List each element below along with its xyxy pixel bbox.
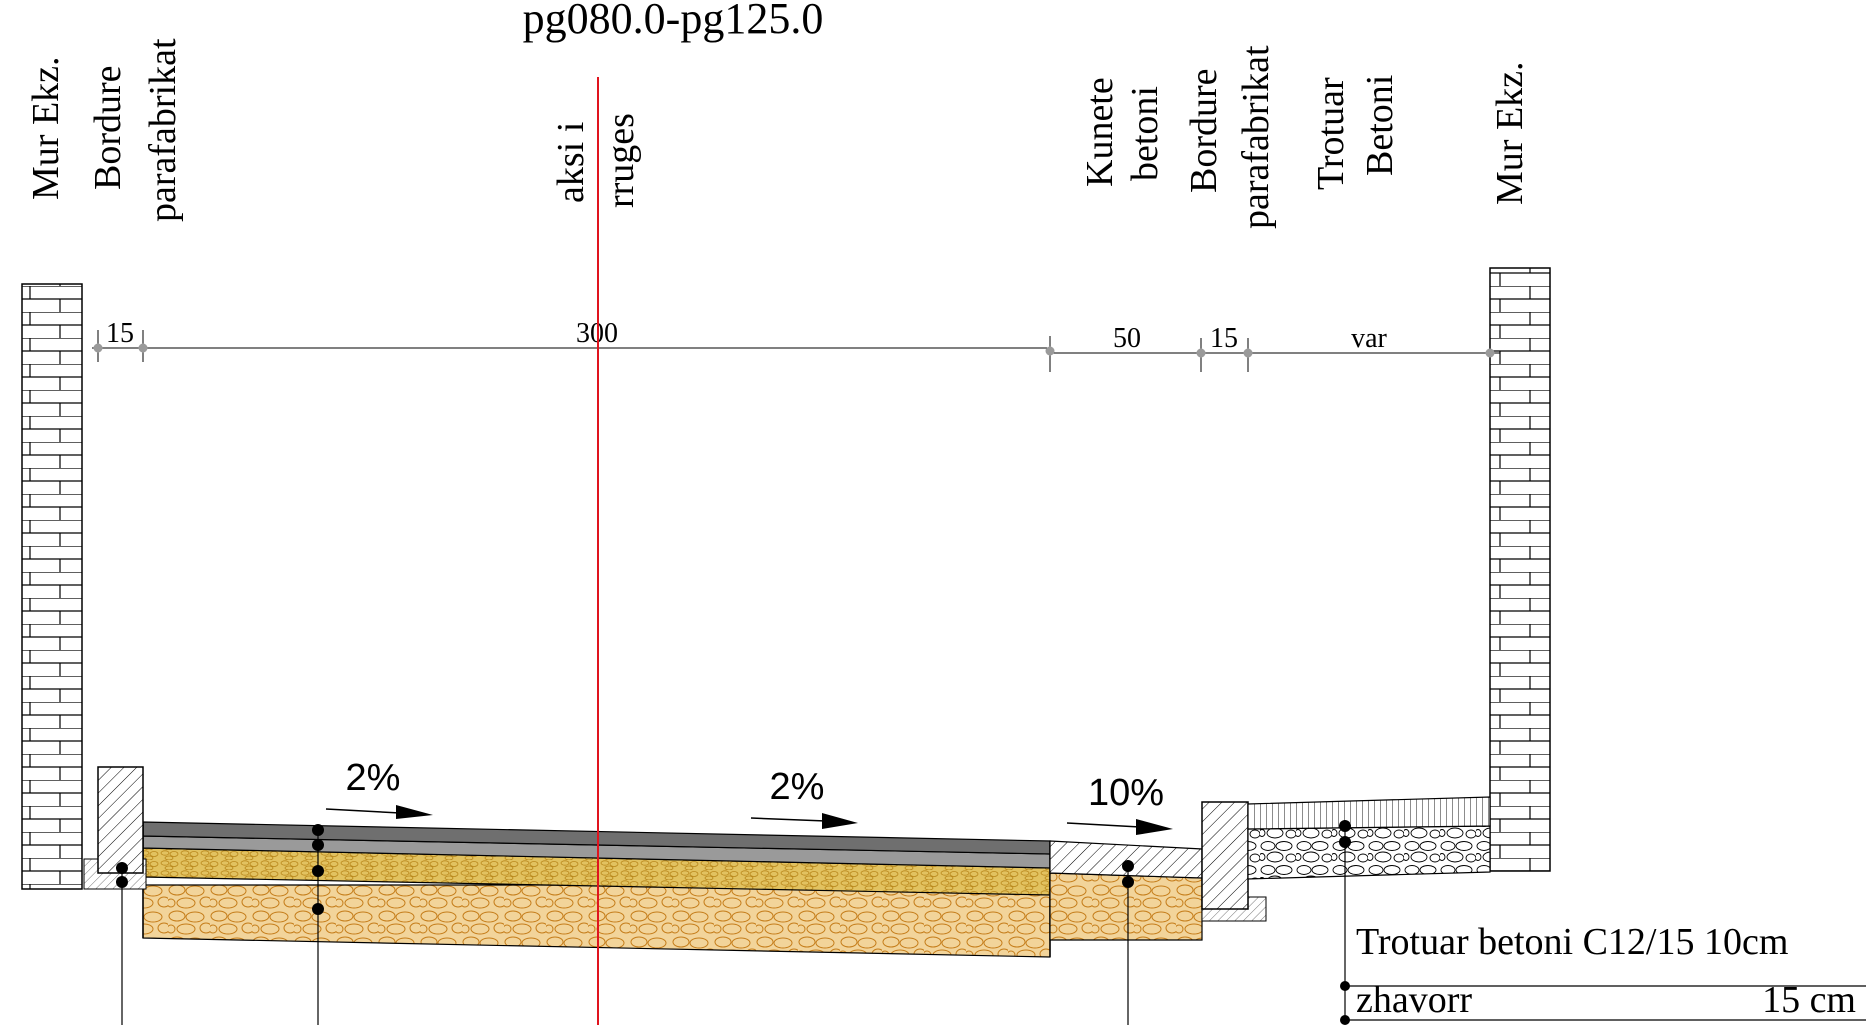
label-bordure-right: Bordure parafabrikat [1183,45,1277,229]
svg-text:rruges: rruges [600,113,642,208]
wall-right [1490,268,1550,871]
slope-left-arrow [326,805,433,819]
layer-legend: Trotuar betoni C12/15 10cm zhavorr 15 cm [1345,921,1866,1021]
svg-text:aksi i: aksi i [550,122,592,203]
gutter-structure [1050,841,1202,940]
svg-text:Bordure: Bordure [1183,68,1225,193]
legend-row-gravel-value: 15 cm [1762,979,1856,1021]
svg-text:Betoni: Betoni [1359,75,1401,176]
road-structure [143,822,1050,957]
dimension-line [92,330,1500,372]
legend-row-gravel: zhavorr [1356,979,1472,1021]
svg-text:parafabrikat: parafabrikat [1235,45,1277,229]
slope-left-label: 2% [346,757,401,799]
svg-text:Trotuar: Trotuar [1310,77,1352,190]
svg-text:Mur Ekz.: Mur Ekz. [1489,61,1531,205]
curb-left [84,767,146,889]
slope-right-arrow [751,813,858,829]
svg-text:parafabrikat: parafabrikat [142,38,184,222]
svg-text:Mur Ekz.: Mur Ekz. [25,56,67,200]
slope-right-label: 2% [770,766,825,808]
legend-row-concrete: Trotuar betoni C12/15 10cm [1356,921,1788,963]
dimension-ticks [94,344,1495,358]
dimension-gutter: 50 [1113,323,1141,354]
label-kunete: Kunete betoni [1079,77,1166,187]
label-mur-right: Mur Ekz. [1489,61,1531,205]
dimension-curb-right: 15 [1210,323,1238,354]
slope-gutter-arrow [1067,819,1173,835]
svg-text:Bordure: Bordure [87,65,129,190]
drawing-title: pg080.0-pg125.0 [523,0,824,43]
svg-text:betoni: betoni [1124,86,1166,181]
label-bordure-left: Bordure parafabrikat [87,38,184,222]
sidewalk-structure [1248,797,1490,879]
dimension-sidewalk: var [1351,323,1387,354]
slope-gutter-label: 10% [1088,772,1164,814]
svg-text:Kunete: Kunete [1079,77,1121,187]
dimension-curb-left: 15 [106,318,134,349]
subbase-layer [143,885,1050,957]
label-trotuar: Trotuar Betoni [1310,75,1401,190]
label-mur-left: Mur Ekz. [25,56,67,200]
label-axis: aksi i rruges [550,113,642,208]
wall-left [22,284,82,889]
